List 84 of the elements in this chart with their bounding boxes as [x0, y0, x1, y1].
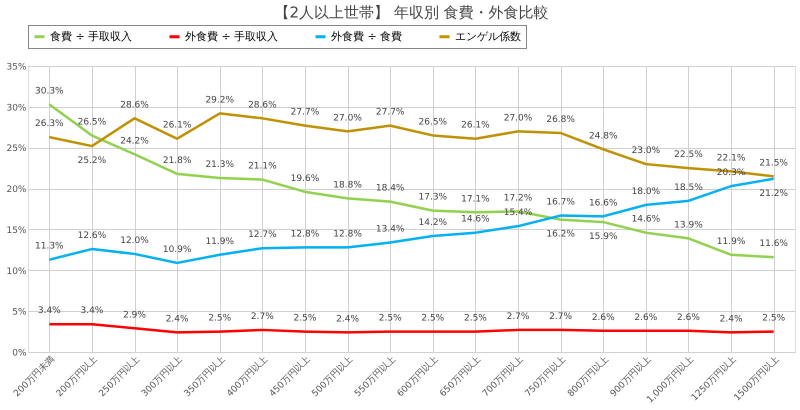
data-label: 2.7% — [250, 312, 274, 322]
data-label: 18.0% — [632, 186, 661, 197]
data-label: 2.6% — [592, 312, 616, 323]
y-tick-label: 15% — [6, 226, 27, 236]
data-label: 24.2% — [120, 136, 150, 146]
data-label: 27.7% — [290, 108, 320, 118]
data-label: 14.6% — [632, 214, 661, 225]
data-label: 27.7% — [376, 108, 405, 118]
data-label: 18.4% — [376, 184, 405, 194]
data-label: 2.4% — [336, 314, 360, 324]
data-label: 18.5% — [674, 182, 704, 193]
data-label: 2.7% — [506, 312, 530, 322]
legend-label: 外食費 ÷ 食費 — [331, 30, 402, 43]
data-label: 26.3% — [35, 119, 64, 130]
data-label: 25.2% — [78, 156, 107, 166]
data-label: 30.3% — [35, 86, 64, 96]
data-label: 28.6% — [248, 100, 278, 110]
data-label: 23.0% — [632, 146, 661, 156]
data-label: 17.1% — [461, 194, 490, 204]
data-label: 24.8% — [588, 131, 618, 142]
data-label: 12.7% — [248, 230, 278, 240]
y-tick-label: 30% — [6, 103, 27, 114]
data-label: 2.5% — [421, 314, 445, 324]
data-label: 27.0% — [333, 113, 362, 124]
data-label: 2.9% — [123, 310, 146, 320]
data-label: 2.6% — [677, 312, 700, 323]
data-label: 12.8% — [333, 229, 362, 240]
data-label: 12.0% — [120, 236, 150, 246]
y-tick-label: 5% — [12, 308, 27, 318]
data-label: 21.8% — [162, 156, 192, 166]
data-label: 2.4% — [166, 314, 190, 324]
data-label: 2.7% — [549, 312, 573, 322]
data-label: 18.8% — [333, 180, 362, 190]
data-label: 26.5% — [418, 117, 448, 128]
data-label: 26.1% — [461, 120, 490, 131]
data-label: 11.9% — [716, 236, 746, 247]
data-label: 22.5% — [674, 150, 704, 160]
data-label: 16.6% — [588, 198, 618, 208]
data-label: 14.6% — [461, 214, 490, 225]
y-tick-label: 35% — [6, 62, 27, 72]
data-label: 11.3% — [35, 242, 64, 252]
data-label: 12.6% — [78, 231, 107, 242]
data-label: 3.4% — [38, 306, 62, 316]
y-tick-label: 20% — [6, 185, 27, 196]
data-label: 14.2% — [418, 218, 448, 228]
data-label: 13.9% — [674, 220, 704, 230]
data-label: 21.5% — [759, 158, 788, 168]
data-label: 13.4% — [376, 224, 405, 235]
y-tick-label: 0% — [12, 348, 27, 358]
data-label: 17.3% — [418, 192, 448, 203]
data-label: 28.6% — [120, 100, 150, 110]
chart-title: 【2人以上世帯】 年収別 食費・外食比較 — [274, 4, 549, 22]
data-label: 11.6% — [759, 239, 788, 250]
data-label: 22.1% — [716, 153, 746, 164]
y-tick-label: 10% — [6, 266, 27, 277]
data-label: 16.7% — [546, 198, 576, 208]
data-label: 16.2% — [546, 230, 576, 240]
data-label: 27.0% — [504, 113, 533, 124]
data-label: 29.2% — [205, 95, 234, 106]
line-series — [48, 322, 775, 334]
data-label: 2.5% — [464, 314, 488, 324]
data-label: 21.2% — [759, 188, 788, 199]
data-label: 21.3% — [205, 160, 234, 170]
data-label: 19.6% — [290, 174, 320, 184]
data-label: 3.4% — [80, 306, 104, 316]
data-label: 2.6% — [634, 312, 658, 323]
legend-label: 食費 ÷ 手取収入 — [50, 30, 132, 43]
data-label: 12.8% — [290, 229, 320, 240]
data-label: 2.5% — [378, 314, 402, 324]
data-label: 2.5% — [208, 314, 232, 324]
data-label: 26.5% — [78, 117, 107, 128]
data-label: 11.9% — [205, 236, 234, 247]
data-label: 21.1% — [248, 162, 278, 172]
legend-label: エンゲル係数 — [455, 30, 521, 43]
y-tick-label: 25% — [6, 144, 27, 154]
data-label: 2.4% — [720, 314, 743, 324]
data-label: 10.9% — [162, 244, 192, 255]
data-label: 2.5% — [762, 314, 786, 324]
data-label: 26.8% — [546, 115, 576, 126]
data-label: 26.1% — [162, 120, 192, 131]
data-label: 2.5% — [294, 314, 317, 324]
data-label: 15.9% — [588, 232, 618, 242]
legend-label: 外食費 ÷ 手取収入 — [185, 30, 278, 43]
data-label: 17.2% — [504, 193, 533, 204]
